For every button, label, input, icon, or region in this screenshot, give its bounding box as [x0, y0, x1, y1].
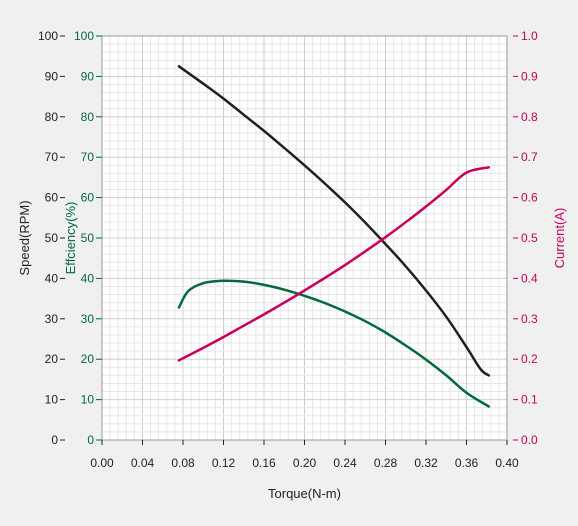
efficiency-tick-label: 70: [81, 150, 95, 164]
current-tick-label: 0.3: [521, 312, 538, 326]
speed-tick-label: 90: [45, 69, 59, 83]
efficiency-tick-label: 10: [81, 393, 95, 407]
efficiency-tick-label: 40: [81, 271, 95, 285]
x-tick-label: 0.32: [414, 456, 438, 470]
x-tick-label: 0.04: [131, 456, 155, 470]
speed-tick-label: 80: [45, 110, 59, 124]
current-tick-label: 0.7: [521, 150, 538, 164]
speed-tick-label: 30: [45, 312, 59, 326]
x-tick-label: 0.12: [212, 456, 236, 470]
current-tick-label: 0.6: [521, 191, 538, 205]
speed-tick-label: 40: [45, 271, 59, 285]
current-tick-label: 1.0: [521, 29, 538, 43]
efficiency-tick-label: 50: [81, 231, 95, 245]
x-tick-label: 0.08: [171, 456, 195, 470]
efficiency-tick-label: 20: [81, 352, 95, 366]
current-axis-title: Current(A): [552, 208, 567, 269]
speed-tick-label: 100: [38, 29, 58, 43]
x-tick-label: 0.40: [495, 456, 519, 470]
speed-tick-label: 0: [51, 433, 58, 447]
x-tick-label: 0.24: [333, 456, 357, 470]
efficiency-curve: [177, 279, 491, 408]
speed-tick-label: 50: [45, 231, 59, 245]
efficiency-tick-label: 0: [87, 433, 94, 447]
current-tick-label: 0.5: [521, 231, 538, 245]
speed-tick-label: 60: [45, 191, 59, 205]
current-curve: [177, 166, 491, 362]
efficiency-tick-label: 30: [81, 312, 95, 326]
speed-tick-label: 10: [45, 393, 59, 407]
x-tick-label: 0.00: [90, 456, 114, 470]
current-tick-label: 0.0: [521, 433, 538, 447]
current-tick-label: 0.1: [521, 393, 538, 407]
x-tick-label: 0.20: [293, 456, 317, 470]
current-tick-label: 0.9: [521, 69, 538, 83]
speed-curve: [177, 65, 491, 377]
x-tick-label: 0.16: [252, 456, 276, 470]
efficiency-axis-title: Effciency(%): [63, 202, 78, 275]
efficiency-tick-label: 80: [81, 110, 95, 124]
current-tick-label: 0.8: [521, 110, 538, 124]
current-tick-label: 0.2: [521, 352, 538, 366]
speed-axis-title: Speed(RPM): [17, 200, 32, 275]
x-axis-title: Torque(N-m): [268, 486, 341, 501]
speed-tick-label: 20: [45, 352, 59, 366]
x-tick-label: 0.36: [455, 456, 479, 470]
efficiency-tick-label: 90: [81, 69, 95, 83]
speed-tick-label: 70: [45, 150, 59, 164]
efficiency-tick-label: 100: [74, 29, 94, 43]
ticks-layer: 0.00 0.04 0.08 0.12 0.16 0.20 0.24 0.28 0.32 0.36…: [38, 29, 538, 470]
series-layer: [177, 65, 491, 408]
efficiency-tick-label: 60: [81, 191, 95, 205]
x-tick-label: 0.28: [374, 456, 398, 470]
current-tick-label: 0.4: [521, 271, 538, 285]
